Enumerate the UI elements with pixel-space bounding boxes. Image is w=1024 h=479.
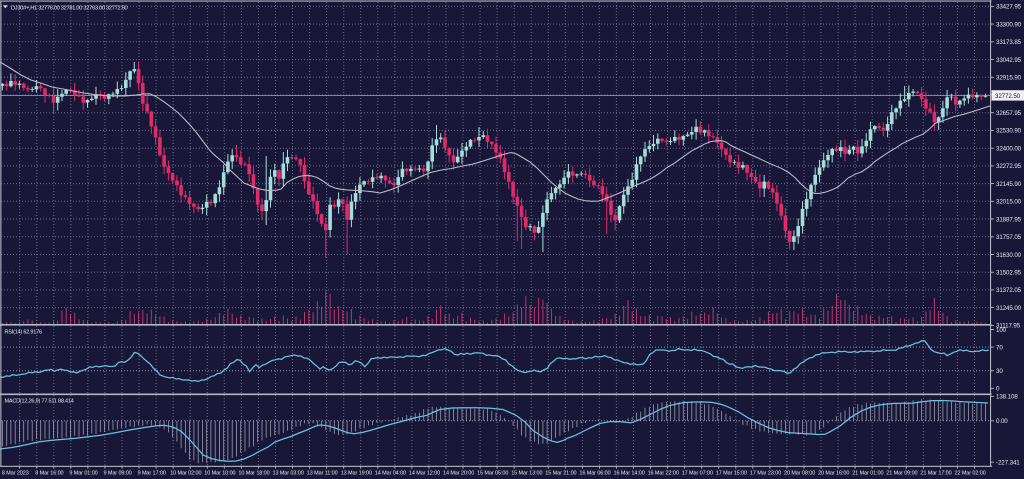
svg-text:16 Mar 22:00: 16 Mar 22:00	[648, 471, 679, 477]
svg-text:17 Mar 23:00: 17 Mar 23:00	[750, 471, 781, 477]
svg-text:16 Mar 06:00: 16 Mar 06:00	[579, 471, 610, 477]
svg-text:10 Mar 02:00: 10 Mar 02:00	[170, 471, 201, 477]
svg-text:31372.05: 31372.05	[996, 287, 1022, 294]
svg-text:32915.90: 32915.90	[996, 75, 1022, 82]
svg-text:32530.90: 32530.90	[996, 128, 1022, 135]
svg-text:14 Mar 04:00: 14 Mar 04:00	[375, 471, 406, 477]
svg-text:13 Mar 11:00: 13 Mar 11:00	[307, 471, 338, 477]
svg-text:15 Mar 13:00: 15 Mar 13:00	[511, 471, 542, 477]
svg-text:RSI(14) 62.9176: RSI(14) 62.9176	[5, 330, 42, 336]
svg-text:31117.95: 31117.95	[996, 323, 1021, 330]
svg-text:33300.90: 33300.90	[996, 21, 1022, 28]
svg-text:21 Mar 17:00: 21 Mar 17:00	[920, 471, 951, 477]
svg-text:31630.00: 31630.00	[996, 252, 1022, 259]
svg-text:32400.00: 32400.00	[996, 146, 1022, 153]
svg-text:13 Mar 03:00: 13 Mar 03:00	[272, 471, 303, 477]
svg-text:31887.95: 31887.95	[996, 216, 1022, 223]
svg-text:33427.95: 33427.95	[996, 4, 1022, 11]
svg-text:31502.95: 31502.95	[996, 270, 1022, 277]
svg-text:10 Mar 18:00: 10 Mar 18:00	[238, 471, 269, 477]
svg-text:100: 100	[996, 327, 1007, 334]
svg-text:9 Mar 09:00: 9 Mar 09:00	[103, 471, 131, 477]
svg-text:21 Mar 09:00: 21 Mar 09:00	[886, 471, 917, 477]
svg-text:32145.90: 32145.90	[996, 181, 1022, 188]
svg-text:MACD(12,26,9) 77.511 88.414: MACD(12,26,9) 77.511 88.414	[5, 399, 74, 405]
svg-text:16 Mar 14:00: 16 Mar 14:00	[613, 471, 644, 477]
svg-text:9 Mar 17:00: 9 Mar 17:00	[138, 471, 166, 477]
svg-text:33173.85: 33173.85	[996, 39, 1022, 46]
svg-text:17 Mar 15:00: 17 Mar 15:00	[716, 471, 747, 477]
svg-text:9 Mar 01:00: 9 Mar 01:00	[69, 471, 97, 477]
svg-text:0: 0	[996, 386, 1000, 393]
svg-text:32272.95: 32272.95	[996, 163, 1022, 170]
svg-text:30: 30	[996, 368, 1003, 375]
svg-text:10 Mar 10:00: 10 Mar 10:00	[204, 471, 235, 477]
svg-text:31757.05: 31757.05	[996, 234, 1022, 241]
svg-text:DJ30#+,H1 32776.00 32781.00 32: DJ30#+,H1 32776.00 32781.00 32763.00 327…	[11, 5, 127, 11]
svg-text:31245.00: 31245.00	[996, 305, 1022, 312]
svg-text:14 Mar 12:00: 14 Mar 12:00	[409, 471, 440, 477]
svg-text:0.00: 0.00	[996, 418, 1008, 425]
svg-text:17 Mar 07:00: 17 Mar 07:00	[682, 471, 713, 477]
svg-text:14 Mar 20:00: 14 Mar 20:00	[443, 471, 474, 477]
svg-text:8 Mar 16:00: 8 Mar 16:00	[35, 471, 63, 477]
svg-text:70: 70	[996, 344, 1003, 351]
svg-text:22 Mar 02:00: 22 Mar 02:00	[954, 471, 985, 477]
svg-text:-227.341: -227.341	[996, 460, 1020, 467]
svg-text:21 Mar 01:00: 21 Mar 01:00	[852, 471, 883, 477]
svg-text:20 Mar 16:00: 20 Mar 16:00	[818, 471, 849, 477]
svg-text:32015.00: 32015.00	[996, 199, 1022, 206]
svg-text:33042.95: 33042.95	[996, 57, 1022, 64]
svg-text:15 Mar 05:00: 15 Mar 05:00	[477, 471, 508, 477]
svg-text:32772.50: 32772.50	[995, 93, 1021, 100]
svg-text:8 Mar 2023: 8 Mar 2023	[2, 471, 29, 477]
svg-text:32657.95: 32657.95	[996, 110, 1022, 117]
svg-text:138.108: 138.108	[996, 394, 1018, 401]
svg-text:15 Mar 21:00: 15 Mar 21:00	[545, 471, 576, 477]
svg-text:13 Mar 19:00: 13 Mar 19:00	[341, 471, 372, 477]
svg-text:20 Mar 08:00: 20 Mar 08:00	[784, 471, 815, 477]
